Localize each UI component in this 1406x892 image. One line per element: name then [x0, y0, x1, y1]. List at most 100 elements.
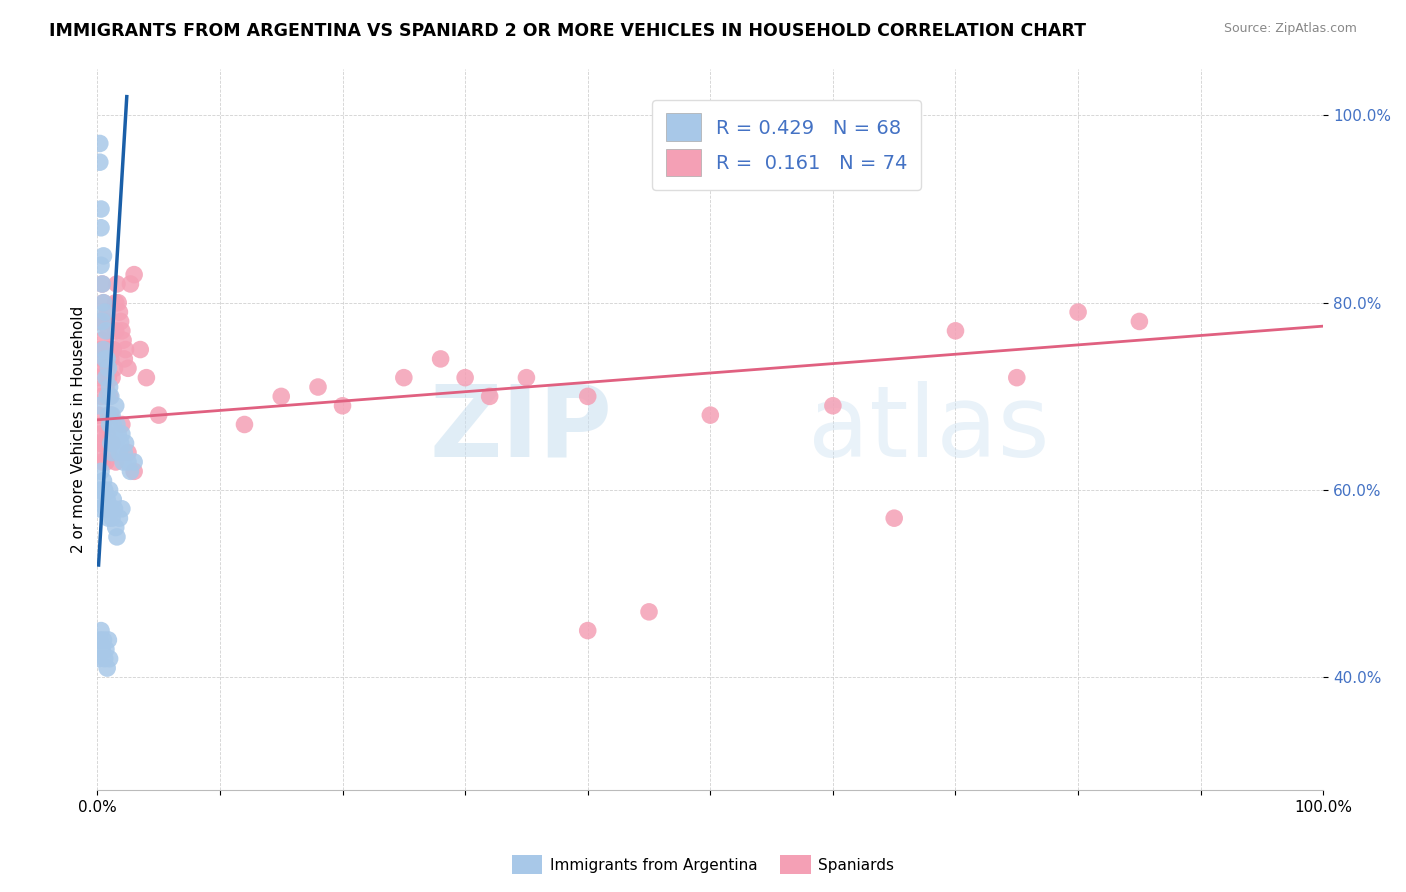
Point	[108, 305, 131, 319]
Point	[515, 370, 537, 384]
Point	[93, 632, 115, 647]
Point	[94, 455, 117, 469]
Point	[105, 277, 128, 291]
Point	[114, 343, 136, 357]
Point	[120, 277, 142, 291]
Point	[122, 464, 145, 478]
Point	[87, 399, 110, 413]
Point	[96, 426, 118, 441]
Point	[638, 605, 661, 619]
Point	[103, 501, 125, 516]
Point	[89, 436, 111, 450]
Point	[454, 370, 477, 384]
Point	[93, 474, 115, 488]
Point	[100, 436, 122, 450]
Point	[93, 295, 115, 310]
Point	[96, 361, 118, 376]
Point	[98, 651, 121, 665]
Point	[135, 370, 157, 384]
Point	[87, 445, 110, 459]
Point	[100, 408, 122, 422]
Point	[91, 455, 114, 469]
Point	[945, 324, 967, 338]
Point	[94, 343, 117, 357]
Point	[98, 417, 121, 432]
Point	[97, 632, 120, 647]
Point	[332, 399, 354, 413]
Point	[122, 455, 145, 469]
Point	[104, 399, 127, 413]
Point	[1067, 305, 1090, 319]
Point	[270, 389, 292, 403]
Point	[103, 417, 125, 432]
Point	[90, 220, 112, 235]
Point	[87, 651, 110, 665]
Point	[93, 343, 115, 357]
Point	[96, 305, 118, 319]
Point	[90, 426, 112, 441]
Point	[90, 389, 112, 403]
Point	[98, 343, 121, 357]
Point	[104, 436, 127, 450]
Point	[98, 483, 121, 497]
Point	[101, 408, 124, 422]
Point	[89, 155, 111, 169]
Point	[576, 389, 599, 403]
Y-axis label: 2 or more Vehicles in Household: 2 or more Vehicles in Household	[72, 306, 86, 553]
Point	[98, 389, 121, 403]
Point	[112, 455, 135, 469]
Point	[93, 361, 115, 376]
Point	[94, 642, 117, 657]
Point	[112, 351, 135, 366]
Text: ZIP: ZIP	[429, 381, 612, 478]
Point	[117, 455, 139, 469]
Point	[233, 417, 256, 432]
Point	[478, 389, 501, 403]
Point	[91, 314, 114, 328]
Point	[89, 632, 111, 647]
Point	[89, 483, 111, 497]
Point	[93, 351, 115, 366]
Point	[93, 249, 115, 263]
Point	[100, 389, 122, 403]
Point	[1005, 370, 1028, 384]
Point	[91, 642, 114, 657]
Point	[110, 436, 132, 450]
Point	[101, 370, 124, 384]
Point	[429, 351, 451, 366]
Point	[111, 501, 134, 516]
Point	[117, 445, 139, 459]
Point	[122, 268, 145, 282]
Point	[91, 277, 114, 291]
Point	[101, 445, 124, 459]
Point	[93, 417, 115, 432]
Point	[89, 136, 111, 151]
Point	[96, 661, 118, 675]
Point	[96, 492, 118, 507]
Point	[103, 426, 125, 441]
Point	[90, 343, 112, 357]
Point	[90, 258, 112, 272]
Point	[392, 370, 415, 384]
Point	[97, 324, 120, 338]
Point	[111, 417, 134, 432]
Point	[97, 445, 120, 459]
Point	[94, 324, 117, 338]
Text: IMMIGRANTS FROM ARGENTINA VS SPANIARD 2 OR MORE VEHICLES IN HOUSEHOLD CORRELATIO: IMMIGRANTS FROM ARGENTINA VS SPANIARD 2 …	[49, 22, 1087, 40]
Point	[105, 530, 128, 544]
Point	[93, 314, 115, 328]
Point	[94, 380, 117, 394]
Point	[148, 408, 170, 422]
Point	[91, 277, 114, 291]
Point	[821, 399, 844, 413]
Point	[108, 445, 131, 459]
Point	[100, 351, 122, 366]
Point	[101, 436, 124, 450]
Text: atlas: atlas	[808, 381, 1050, 478]
Point	[117, 361, 139, 376]
Legend: R = 0.429   N = 68, R =  0.161   N = 74: R = 0.429 N = 68, R = 0.161 N = 74	[652, 100, 921, 190]
Point	[97, 361, 120, 376]
Point	[97, 408, 120, 422]
Point	[89, 314, 111, 328]
Point	[94, 501, 117, 516]
